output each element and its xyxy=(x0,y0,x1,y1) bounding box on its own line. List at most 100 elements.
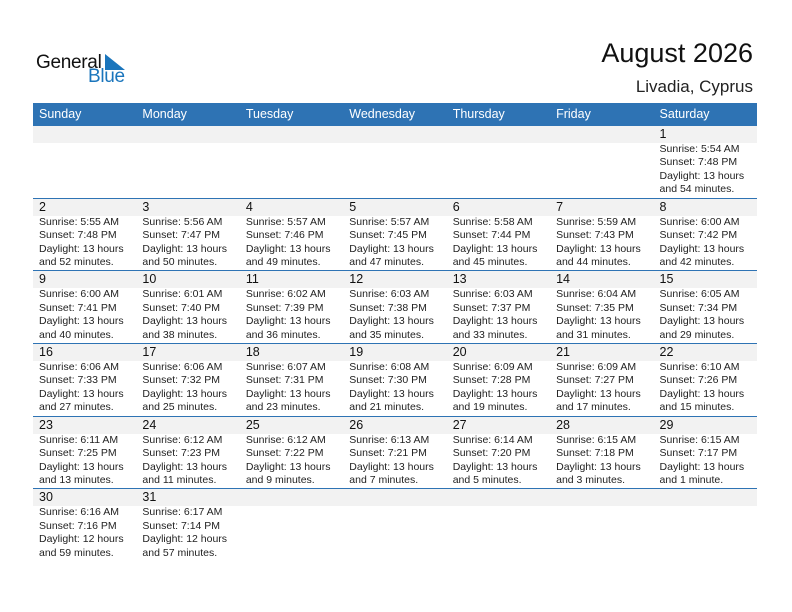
empty-cell xyxy=(343,489,446,562)
sunrise-text: Sunrise: 5:55 AM xyxy=(39,215,119,228)
day-cell: 23 Sunrise: 6:11 AM Sunset: 7:25 PM Dayligh… xyxy=(33,417,136,489)
sunset-text: Sunset: 7:27 PM xyxy=(556,374,634,387)
day-cell: 9 Sunrise: 6:00 AM Sunset: 7:41 PM Daylight… xyxy=(33,271,136,343)
daylight-minutes-text: and 36 minutes. xyxy=(245,328,321,341)
daylight-text: Daylight: 13 hours xyxy=(245,387,331,400)
sunrise-text: Sunrise: 6:00 AM xyxy=(659,215,740,228)
sunset-text: Sunset: 7:23 PM xyxy=(142,447,221,460)
sunrise-text: Sunrise: 6:15 AM xyxy=(556,433,637,446)
empty-cell xyxy=(240,126,343,198)
daylight-text: Daylight: 13 hours xyxy=(659,460,745,473)
sunset-text: Sunset: 7:14 PM xyxy=(142,519,221,532)
day-cell: 26 Sunrise: 6:13 AM Sunset: 7:21 PM Dayligh… xyxy=(343,417,446,489)
day-number: 11 xyxy=(245,272,259,287)
day-cell: 20 Sunrise: 6:09 AM Sunset: 7:28 PM Dayligh… xyxy=(447,344,550,416)
sunset-text: Sunset: 7:47 PM xyxy=(142,229,221,242)
daylight-text: Daylight: 13 hours xyxy=(556,460,641,473)
daylight-text: Daylight: 13 hours xyxy=(659,169,745,182)
day-cell: 18 Sunrise: 6:07 AM Sunset: 7:31 PM Dayligh… xyxy=(240,344,343,416)
sunrise-text: Sunrise: 6:12 AM xyxy=(245,433,326,446)
weekday-monday: Monday xyxy=(142,107,187,121)
daylight-text: Daylight: 13 hours xyxy=(142,315,228,328)
day-number: 3 xyxy=(142,199,150,214)
sunset-text: Sunset: 7:22 PM xyxy=(245,447,324,460)
sunset-text: Sunset: 7:42 PM xyxy=(659,229,738,242)
sunrise-text: Sunrise: 6:07 AM xyxy=(245,361,326,374)
daylight-text: Daylight: 13 hours xyxy=(245,242,331,255)
daylight-text: Daylight: 13 hours xyxy=(452,387,538,400)
week-row: 16 Sunrise: 6:06 AM Sunset: 7:33 PM Dayligh… xyxy=(33,344,757,417)
daylight-text: Daylight: 13 hours xyxy=(452,460,538,473)
day-cell: 1 Sunrise: 5:54 AM Sunset: 7:48 PM Daylight… xyxy=(654,126,757,198)
daylight-text: Daylight: 12 hours xyxy=(142,533,228,546)
sunset-text: Sunset: 7:31 PM xyxy=(245,374,324,387)
daylight-minutes-text: and 19 minutes. xyxy=(452,401,528,414)
daylight-minutes-text: and 29 minutes. xyxy=(659,328,735,341)
sunset-text: Sunset: 7:46 PM xyxy=(245,229,324,242)
day-number: 21 xyxy=(556,345,571,360)
weekday-header: Sunday Monday Tuesday Wednesday Thursday Frid… xyxy=(33,103,757,126)
sunrise-text: Sunrise: 5:58 AM xyxy=(452,215,533,228)
day-cell: 29 Sunrise: 6:15 AM Sunset: 7:17 PM Dayligh… xyxy=(654,417,757,489)
daylight-minutes-text: and 54 minutes. xyxy=(659,183,735,196)
daylight-text: Daylight: 12 hours xyxy=(39,533,124,546)
day-cell: 16 Sunrise: 6:06 AM Sunset: 7:33 PM Dayligh… xyxy=(33,344,136,416)
sunset-text: Sunset: 7:37 PM xyxy=(452,301,531,314)
daylight-text: Daylight: 13 hours xyxy=(556,315,641,328)
daylight-text: Daylight: 13 hours xyxy=(39,460,124,473)
day-number: 14 xyxy=(556,272,571,287)
daylight-minutes-text: and 38 minutes. xyxy=(142,328,218,341)
day-number: 4 xyxy=(245,199,253,214)
daylight-minutes-text: and 45 minutes. xyxy=(452,255,528,268)
day-cell: 10 Sunrise: 6:01 AM Sunset: 7:40 PM Dayligh… xyxy=(136,271,239,343)
sunset-text: Sunset: 7:38 PM xyxy=(349,301,427,314)
daylight-minutes-text: and 40 minutes. xyxy=(39,328,114,341)
daylight-minutes-text: and 17 minutes. xyxy=(556,401,631,414)
weekday-saturday: Saturday xyxy=(659,107,710,121)
sunset-text: Sunset: 7:43 PM xyxy=(556,229,634,242)
daylight-minutes-text: and 11 minutes. xyxy=(142,473,217,486)
daylight-minutes-text: and 52 minutes. xyxy=(39,255,114,268)
sunset-text: Sunset: 7:48 PM xyxy=(39,229,117,242)
day-number: 9 xyxy=(39,272,46,287)
daylight-text: Daylight: 13 hours xyxy=(245,315,331,328)
logo-text-blue: Blue xyxy=(88,66,125,87)
daylight-minutes-text: and 44 minutes. xyxy=(556,255,631,268)
sunset-text: Sunset: 7:48 PM xyxy=(659,156,738,169)
sunset-text: Sunset: 7:45 PM xyxy=(349,229,427,242)
sunset-text: Sunset: 7:20 PM xyxy=(452,447,531,460)
sunrise-text: Sunrise: 6:15 AM xyxy=(659,433,740,446)
day-cell: 30 Sunrise: 6:16 AM Sunset: 7:16 PM Dayligh… xyxy=(33,489,136,562)
sunset-text: Sunset: 7:44 PM xyxy=(452,229,531,242)
daylight-text: Daylight: 13 hours xyxy=(556,387,641,400)
day-number: 15 xyxy=(659,272,674,287)
day-number: 12 xyxy=(349,272,364,287)
day-number: 1 xyxy=(659,127,667,141)
day-number: 30 xyxy=(39,490,53,505)
sunset-text: Sunset: 7:40 PM xyxy=(142,301,221,314)
sunrise-text: Sunrise: 6:03 AM xyxy=(452,288,533,301)
daylight-text: Daylight: 13 hours xyxy=(39,315,124,328)
day-number: 19 xyxy=(349,345,364,360)
sunset-text: Sunset: 7:28 PM xyxy=(452,374,531,387)
day-number: 7 xyxy=(556,199,564,214)
day-number: 17 xyxy=(142,345,157,360)
day-cell: 2 Sunrise: 5:55 AM Sunset: 7:48 PM Daylight… xyxy=(33,199,136,271)
daylight-minutes-text: and 33 minutes. xyxy=(452,328,528,341)
empty-cell xyxy=(654,489,757,562)
sunrise-text: Sunrise: 6:08 AM xyxy=(349,361,430,374)
sunset-text: Sunset: 7:17 PM xyxy=(659,447,738,460)
sunrise-text: Sunrise: 6:02 AM xyxy=(245,288,326,301)
day-number: 5 xyxy=(349,199,357,214)
sunset-text: Sunset: 7:16 PM xyxy=(39,519,117,532)
sunrise-text: Sunrise: 6:09 AM xyxy=(452,361,533,374)
daylight-minutes-text: and 49 minutes. xyxy=(245,255,321,268)
day-number: 23 xyxy=(39,417,53,432)
daylight-text: Daylight: 13 hours xyxy=(142,242,228,255)
sunrise-text: Sunrise: 6:16 AM xyxy=(39,506,119,519)
empty-cell xyxy=(240,489,343,562)
weekday-sunday: Sunday xyxy=(39,107,82,121)
weekday-wednesday: Wednesday xyxy=(349,107,416,121)
day-cell: 13 Sunrise: 6:03 AM Sunset: 7:37 PM Dayligh… xyxy=(447,271,550,343)
empty-cell xyxy=(343,126,446,198)
